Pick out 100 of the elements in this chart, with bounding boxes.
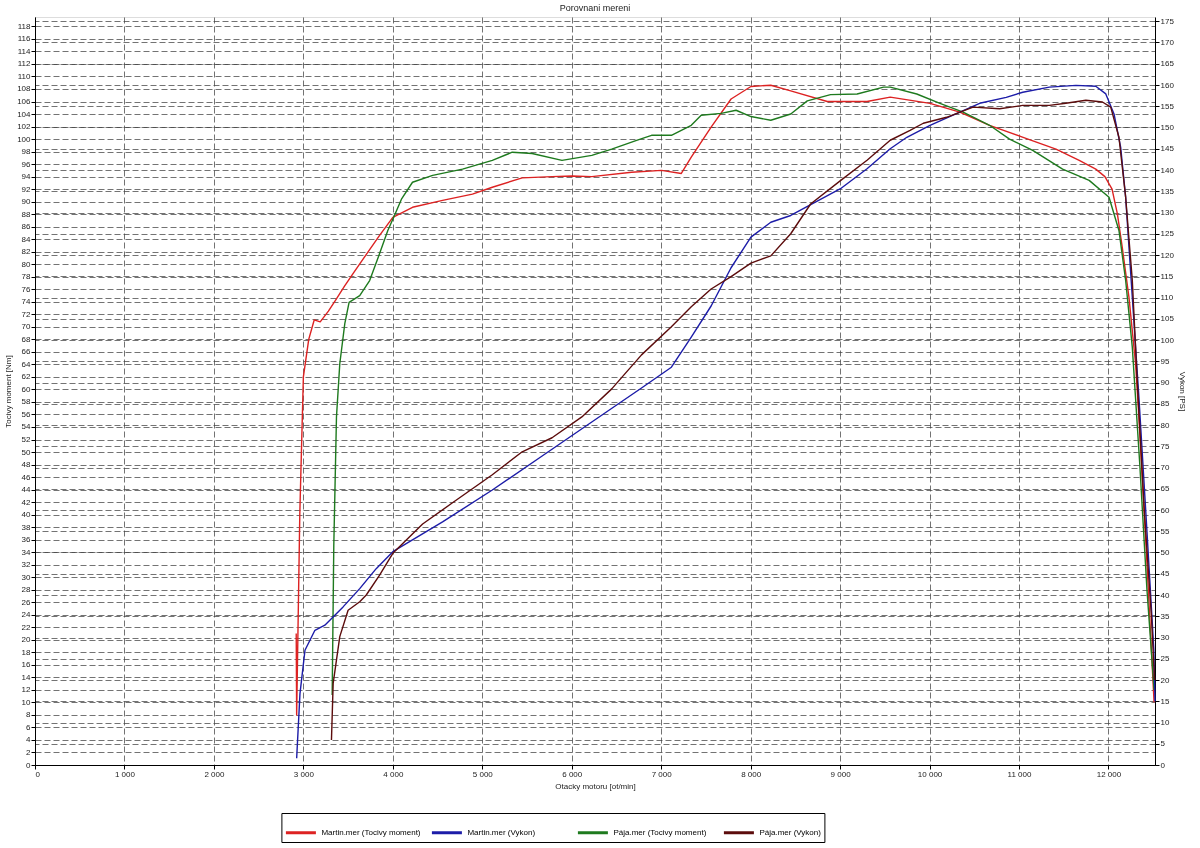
y-tick-label: 30 bbox=[21, 572, 32, 582]
y-tick-label: 52 bbox=[21, 435, 32, 445]
y2-tick-label: 80 bbox=[1160, 420, 1170, 430]
y-tick-label: 22 bbox=[21, 622, 32, 632]
x-axis-title: Otacky motoru [ot/min] bbox=[555, 781, 636, 791]
y2-tick-label: 155 bbox=[1160, 101, 1175, 111]
legend-label: Pája.mer (Vykon) bbox=[759, 827, 822, 837]
y2-tick-label: 175 bbox=[1160, 16, 1175, 26]
x-tick-label: 6 000 bbox=[562, 769, 583, 779]
y-tick-label: 54 bbox=[21, 422, 32, 432]
y2-tick-label: 40 bbox=[1160, 590, 1170, 600]
y2-tick-label: 160 bbox=[1160, 80, 1175, 90]
y-tick-label: 36 bbox=[21, 535, 32, 545]
y2-tick-label: 5 bbox=[1160, 739, 1166, 749]
y2-tick-label: 15 bbox=[1160, 696, 1170, 706]
y-tick-label: 14 bbox=[21, 672, 32, 682]
y-tick-label: 118 bbox=[17, 21, 32, 31]
y2-tick-label: 130 bbox=[1160, 208, 1175, 217]
y2-tick-label: 10 bbox=[1160, 718, 1170, 727]
y-tick-label: 0 bbox=[26, 760, 32, 770]
y-tick-label: 4 bbox=[26, 735, 32, 745]
y-tick-label: 88 bbox=[21, 209, 32, 219]
y-tick-label: 108 bbox=[17, 84, 32, 94]
y2-tick-label: 100 bbox=[1160, 335, 1175, 345]
y-tick-label: 100 bbox=[17, 134, 32, 144]
y-tick-label: 64 bbox=[21, 359, 32, 369]
y2-tick-label: 30 bbox=[1160, 633, 1170, 642]
y2-tick-label: 125 bbox=[1160, 229, 1175, 239]
y-tick-label: 94 bbox=[21, 172, 32, 182]
x-tick-label: 5 000 bbox=[472, 769, 494, 779]
y-tick-label: 84 bbox=[21, 234, 32, 244]
y-tick-label: 12 bbox=[21, 685, 32, 695]
y-tick-label: 16 bbox=[21, 660, 32, 670]
y2-tick-label: 170 bbox=[1160, 38, 1175, 47]
y2-tick-label: 120 bbox=[1160, 250, 1175, 260]
y-tick-label: 8 bbox=[26, 710, 32, 720]
x-tick-label: 10 000 bbox=[917, 769, 943, 779]
y-tick-label: 20 bbox=[21, 635, 32, 645]
y2-tick-label: 150 bbox=[1160, 123, 1175, 132]
y-tick-label: 114 bbox=[17, 46, 32, 56]
y-tick-label: 46 bbox=[21, 472, 32, 482]
y2-tick-label: 95 bbox=[1160, 356, 1170, 366]
y2-tick-label: 165 bbox=[1160, 59, 1175, 69]
legend-label: Pája.mer (Tocivy moment) bbox=[613, 827, 707, 837]
y2-tick-label: 135 bbox=[1160, 186, 1175, 196]
y-tick-label: 40 bbox=[21, 510, 32, 520]
y-tick-label: 106 bbox=[17, 97, 32, 106]
y-tick-label: 24 bbox=[21, 610, 32, 620]
y-tick-label: 90 bbox=[21, 197, 32, 207]
y2-tick-label: 110 bbox=[1160, 293, 1174, 302]
y2-tick-label: 85 bbox=[1160, 399, 1170, 409]
y-tick-label: 74 bbox=[21, 297, 32, 307]
y-tick-label: 96 bbox=[21, 159, 32, 169]
y2-tick-label: 25 bbox=[1160, 654, 1170, 664]
y-tick-label: 102 bbox=[17, 122, 32, 132]
y-tick-label: 78 bbox=[21, 272, 32, 282]
x-tick-label: 4 000 bbox=[383, 769, 404, 779]
y2-tick-label: 55 bbox=[1160, 526, 1170, 536]
y-tick-label: 68 bbox=[21, 334, 32, 344]
y-tick-label: 50 bbox=[21, 447, 32, 457]
chart-title: Porovnani mereni bbox=[559, 3, 631, 13]
x-tick-label: 9 000 bbox=[830, 769, 852, 779]
y2-tick-label: 45 bbox=[1160, 569, 1170, 579]
x-tick-label: 0 bbox=[35, 769, 41, 779]
y2-tick-label: 0 bbox=[1160, 760, 1166, 770]
y-tick-label: 62 bbox=[21, 372, 32, 382]
y2-tick-label: 20 bbox=[1160, 675, 1170, 685]
y-tick-label: 28 bbox=[21, 585, 32, 595]
y-tick-label: 104 bbox=[17, 109, 32, 119]
y-tick-label: 18 bbox=[21, 647, 32, 657]
y-tick-label: 92 bbox=[21, 184, 32, 194]
x-tick-label: 8 000 bbox=[741, 769, 762, 779]
y2-tick-label: 60 bbox=[1160, 505, 1170, 515]
y-tick-label: 56 bbox=[21, 409, 32, 419]
y-tick-label: 70 bbox=[21, 322, 32, 332]
y2-tick-label: 75 bbox=[1160, 441, 1170, 451]
y-tick-label: 38 bbox=[21, 522, 32, 532]
y2-tick-label: 90 bbox=[1160, 378, 1170, 387]
y-axis-title: Tocivy moment [Nm] bbox=[4, 355, 14, 428]
y2-tick-label: 70 bbox=[1160, 463, 1170, 472]
legend-label: Martin.mer (Vykon) bbox=[467, 827, 536, 837]
y2-tick-label: 50 bbox=[1160, 548, 1170, 557]
y2-tick-label: 140 bbox=[1160, 165, 1175, 175]
y-tick-label: 44 bbox=[21, 485, 32, 495]
y-tick-label: 10 bbox=[21, 697, 32, 707]
x-tick-label: 12 000 bbox=[1096, 769, 1122, 779]
y-tick-label: 82 bbox=[21, 247, 32, 257]
y2-tick-label: 35 bbox=[1160, 611, 1170, 621]
y2-axis-title: Vykon [PS] bbox=[1177, 371, 1187, 412]
y-tick-label: 58 bbox=[21, 397, 32, 407]
y2-tick-label: 105 bbox=[1160, 314, 1175, 324]
y-tick-label: 80 bbox=[21, 259, 32, 269]
y2-tick-label: 65 bbox=[1160, 484, 1170, 494]
y-tick-label: 72 bbox=[21, 309, 32, 319]
y-tick-label: 60 bbox=[21, 384, 32, 394]
y-tick-label: 112 bbox=[17, 59, 32, 69]
y2-tick-label: 115 bbox=[1160, 271, 1174, 281]
x-tick-label: 7 000 bbox=[651, 769, 673, 779]
y-tick-label: 26 bbox=[21, 597, 32, 607]
y-tick-label: 6 bbox=[26, 722, 32, 732]
